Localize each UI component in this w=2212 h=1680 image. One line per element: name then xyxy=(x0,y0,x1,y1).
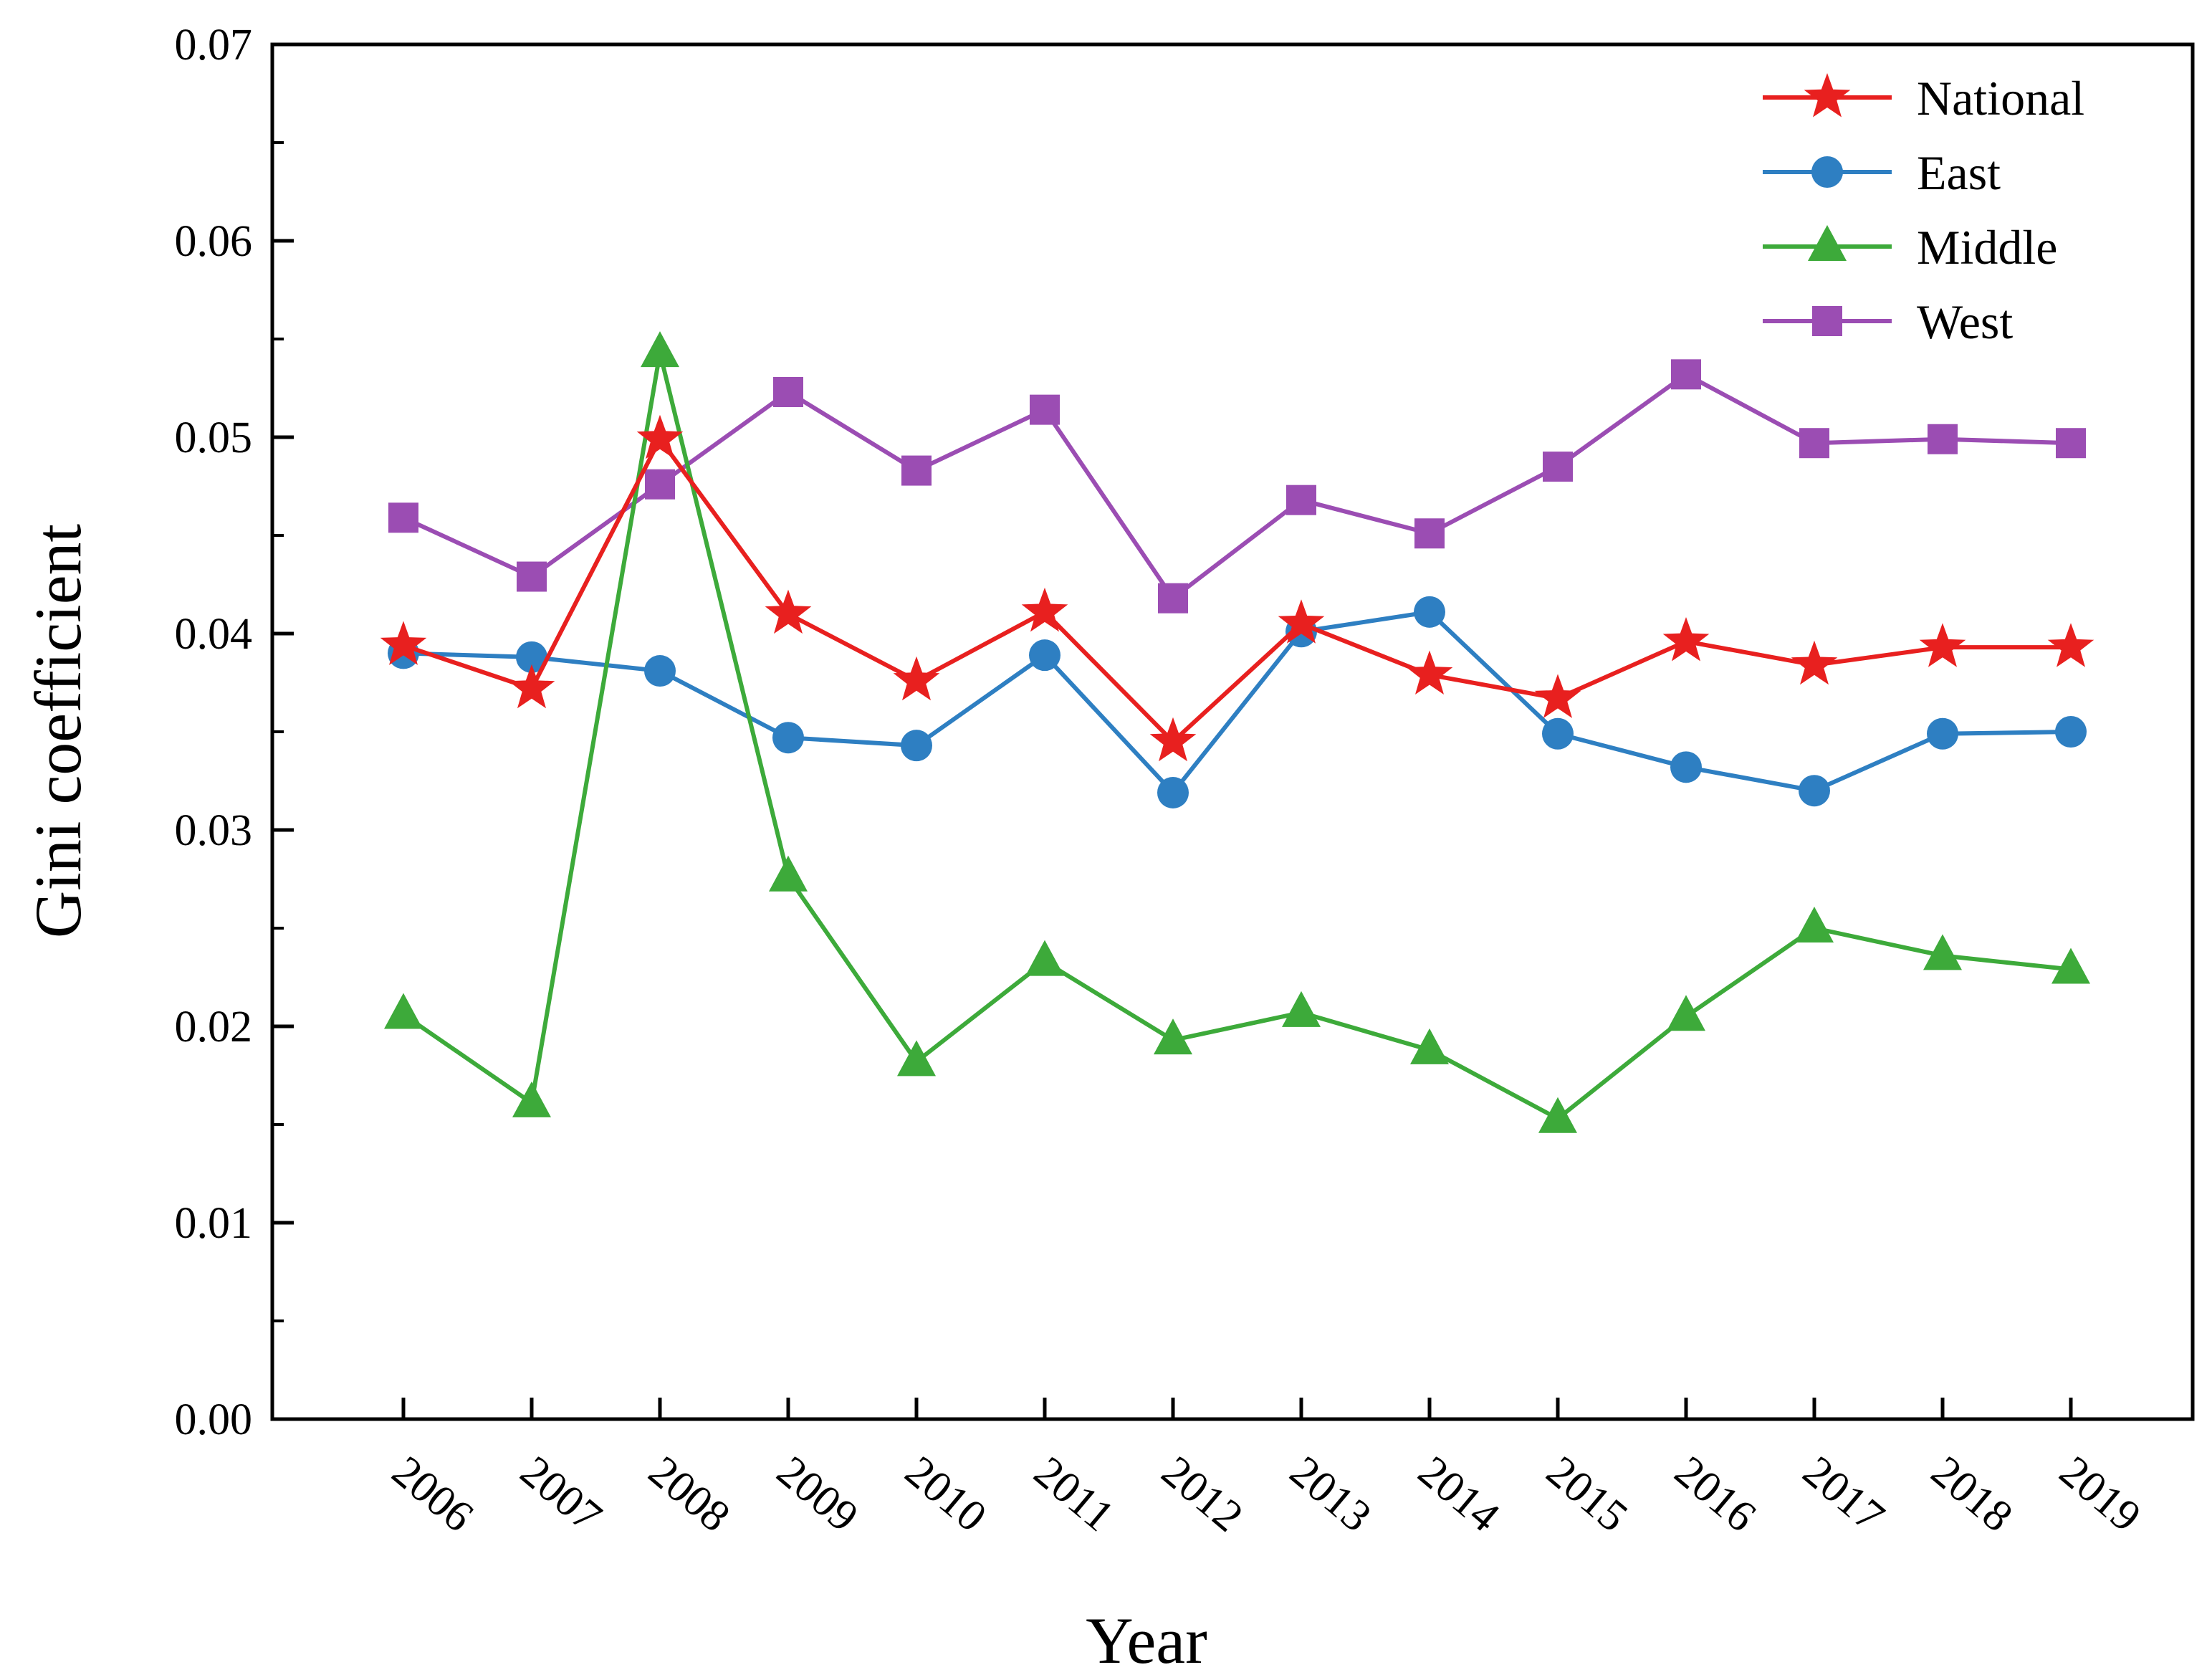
data-point-west xyxy=(901,455,932,486)
data-point-middle xyxy=(1282,991,1321,1027)
data-point-east xyxy=(1157,776,1189,808)
legend-item-national: National xyxy=(1763,71,2084,125)
series-line-national xyxy=(403,436,2071,744)
data-point-middle xyxy=(1923,934,1962,970)
legend-label: West xyxy=(1917,295,2013,349)
data-point-national xyxy=(1791,640,1838,685)
y-tick-label: 0.05 xyxy=(175,414,253,462)
data-point-national xyxy=(1662,617,1710,662)
data-point-middle xyxy=(897,1040,936,1077)
data-point-east xyxy=(1799,775,1830,807)
data-point-national xyxy=(1278,599,1325,644)
series-middle xyxy=(384,331,2090,1133)
legend-label: East xyxy=(1917,145,2001,200)
data-point-west xyxy=(1158,583,1188,614)
data-point-east xyxy=(644,655,676,687)
data-point-west xyxy=(1286,485,1316,515)
data-point-west xyxy=(517,561,547,592)
data-point-national xyxy=(1919,623,1966,667)
series-line-east xyxy=(403,609,2072,795)
data-point-middle xyxy=(1154,1018,1192,1055)
data-point-middle xyxy=(769,855,808,892)
series-layer xyxy=(380,331,2094,1133)
data-point-national xyxy=(2047,623,2094,667)
data-point-middle xyxy=(512,1081,551,1117)
data-point-west xyxy=(1414,518,1445,549)
y-tick-label: 0.04 xyxy=(175,610,253,659)
data-point-west xyxy=(1671,359,1701,390)
data-point-national xyxy=(1406,650,1453,695)
legend-marker xyxy=(1812,306,1842,336)
data-point-east xyxy=(1927,717,1958,750)
data-point-middle xyxy=(641,331,679,368)
data-point-west xyxy=(388,502,418,533)
data-point-national xyxy=(765,589,812,634)
data-point-west xyxy=(773,376,803,407)
x-axis-title: Year xyxy=(1086,1604,1207,1677)
legend-item-middle: Middle xyxy=(1763,220,2057,275)
data-point-middle xyxy=(1538,1097,1577,1133)
data-point-national xyxy=(380,621,427,665)
legend-label: Middle xyxy=(1917,220,2057,275)
data-point-middle xyxy=(1410,1028,1449,1064)
data-point-west xyxy=(2056,428,2086,459)
data-point-west xyxy=(1030,394,1060,425)
data-point-middle xyxy=(1025,940,1064,976)
data-point-middle xyxy=(1795,907,1834,942)
legend: National East Middle West xyxy=(1763,71,2084,349)
y-axis-ticks: 0.00 0.01 0.02 0.03 0.04 0.05 0.06 0.07 xyxy=(175,21,294,1444)
legend-marker xyxy=(1808,225,1847,261)
data-point-west xyxy=(1799,428,1829,459)
series-national xyxy=(380,414,2094,762)
data-point-national xyxy=(1021,587,1068,632)
data-point-national xyxy=(893,656,940,701)
data-point-west xyxy=(1543,452,1573,482)
legend-item-east: East xyxy=(1763,145,2001,200)
y-tick-label: 0.00 xyxy=(175,1395,253,1444)
data-point-east xyxy=(1029,639,1060,672)
y-tick-label: 0.06 xyxy=(175,217,253,266)
legend-marker xyxy=(1804,73,1851,118)
data-point-middle xyxy=(2051,948,2090,984)
data-point-national xyxy=(636,414,684,459)
data-point-east xyxy=(1670,751,1702,783)
data-point-east xyxy=(1414,596,1445,628)
y-tick-label: 0.01 xyxy=(175,1199,253,1248)
data-point-west xyxy=(645,469,675,500)
legend-item-west: West xyxy=(1763,295,2013,349)
data-point-national xyxy=(1149,717,1197,762)
data-point-national xyxy=(508,664,555,709)
data-point-national xyxy=(1534,674,1581,718)
legend-label: National xyxy=(1917,71,2084,125)
series-line-middle xyxy=(402,350,2072,1121)
data-point-east xyxy=(2055,716,2087,748)
data-point-east xyxy=(901,730,932,762)
legend-marker xyxy=(1811,156,1843,188)
data-point-east xyxy=(772,722,804,754)
y-axis-title: Gini coefficient xyxy=(21,523,95,938)
y-tick-label: 0.03 xyxy=(175,806,253,855)
data-point-east xyxy=(516,641,547,673)
y-tick-label: 0.07 xyxy=(175,21,253,70)
data-point-west xyxy=(1928,424,1958,454)
data-point-east xyxy=(1542,717,1574,750)
data-point-middle xyxy=(384,993,423,1029)
y-tick-label: 0.02 xyxy=(175,1003,253,1051)
data-point-middle xyxy=(1667,995,1705,1031)
